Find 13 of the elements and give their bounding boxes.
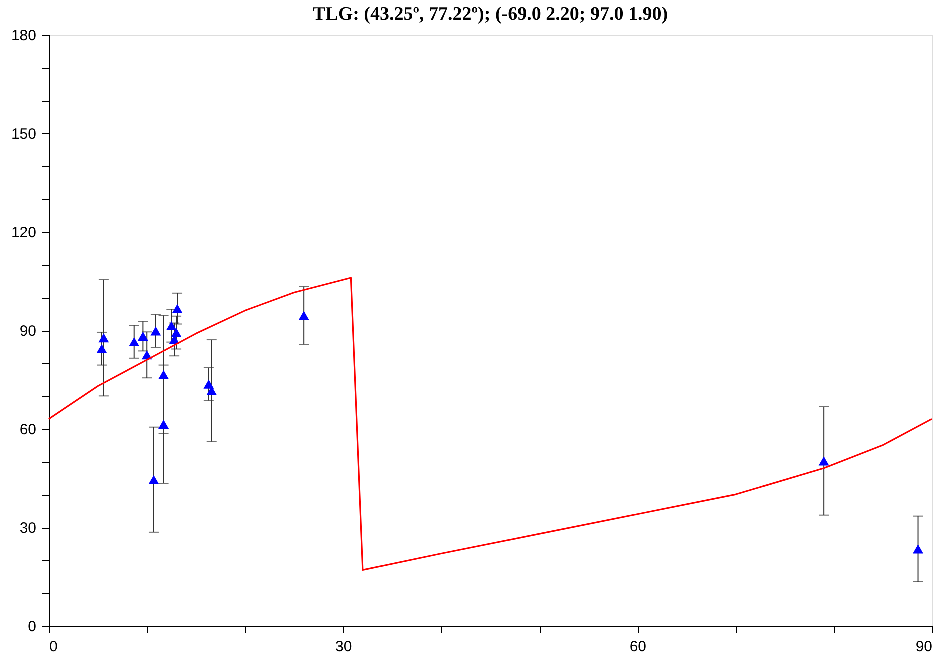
y-tick-label: 0 bbox=[28, 618, 36, 636]
chart-title: TLG: (43.25º, 77.22º); (-69.0 2.20; 97.0 1.90) bbox=[312, 4, 668, 25]
y-tick-label: 120 bbox=[11, 224, 36, 242]
x-tick-label: 0 bbox=[50, 638, 58, 656]
y-tick-label: 150 bbox=[11, 126, 36, 143]
y-tick-label: 60 bbox=[20, 422, 36, 438]
y-tick-label: 30 bbox=[20, 520, 36, 537]
x-tick-label: 90 bbox=[916, 638, 932, 656]
y-tick-label: 90 bbox=[20, 323, 36, 340]
y-tick-label: 180 bbox=[11, 28, 36, 44]
x-tick-label: 30 bbox=[335, 638, 352, 656]
line-series bbox=[48, 277, 933, 571]
x-tick-label: 60 bbox=[630, 638, 647, 656]
